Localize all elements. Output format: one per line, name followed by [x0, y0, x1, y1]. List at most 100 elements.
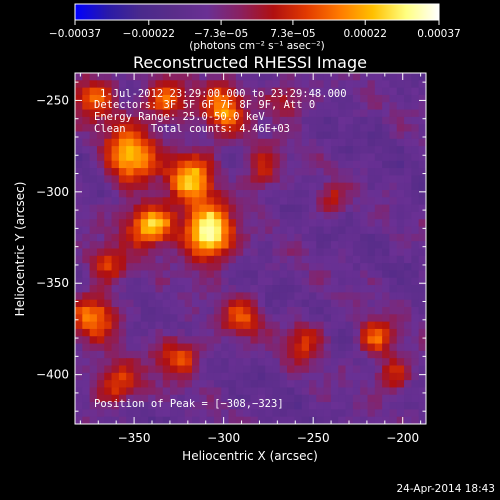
- heatmap-pixel: [221, 402, 230, 410]
- heatmap-pixel: [221, 80, 230, 89]
- heatmap-pixel: [206, 80, 215, 89]
- heatmap-pixel: [118, 138, 127, 147]
- heatmap-pixel: [404, 124, 412, 133]
- heatmap-pixel: [294, 307, 303, 315]
- heatmap-pixel: [82, 380, 91, 389]
- heatmap-pixel: [170, 182, 178, 191]
- heatmap-pixel: [133, 285, 142, 293]
- heatmap-pixel: [330, 285, 339, 293]
- heatmap-pixel: [155, 109, 164, 118]
- heatmap-pixel: [418, 226, 426, 235]
- heatmap-pixel: [382, 73, 391, 81]
- heatmap-pixel: [374, 416, 383, 424]
- heatmap-pixel: [148, 321, 157, 330]
- heatmap-pixel: [257, 94, 266, 103]
- heatmap-pixel: [404, 292, 412, 301]
- heatmap-pixel: [265, 350, 274, 359]
- heatmap-pixel: [265, 307, 274, 315]
- heatmap-pixel: [177, 131, 186, 140]
- heatmap-pixel: [418, 73, 426, 81]
- heatmap-pixel: [155, 292, 164, 301]
- heatmap-pixel: [279, 233, 288, 242]
- heatmap-pixel: [287, 94, 295, 103]
- heatmap-pixel: [199, 248, 208, 257]
- heatmap-pixel: [192, 116, 200, 125]
- heatmap-pixel: [404, 402, 412, 410]
- heatmap-pixel: [360, 277, 369, 286]
- heatmap-pixel: [330, 350, 339, 359]
- heatmap-pixel: [360, 146, 369, 155]
- heatmap-pixel: [389, 190, 398, 198]
- heatmap-pixel: [126, 131, 135, 140]
- heatmap-pixel: [199, 307, 208, 315]
- heatmap-pixel: [213, 292, 222, 301]
- heatmap-pixel: [345, 372, 354, 381]
- heatmap-pixel: [199, 131, 208, 140]
- heatmap-pixel: [367, 277, 376, 286]
- heatmap-pixel: [301, 153, 310, 162]
- heatmap-pixel: [206, 124, 215, 133]
- heatmap-pixel: [155, 255, 164, 264]
- heatmap-pixel: [75, 190, 83, 198]
- heatmap-pixel: [133, 394, 142, 403]
- heatmap-pixel: [330, 116, 339, 125]
- annotations: 1-Jul-2012 23:29:00.000 to 23:29:48.000 …: [94, 88, 347, 410]
- heatmap-pixel: [235, 365, 244, 374]
- heatmap-pixel: [294, 248, 303, 257]
- heatmap-pixel: [126, 248, 135, 257]
- heatmap-pixel: [104, 73, 113, 81]
- heatmap-pixel: [243, 233, 252, 242]
- heatmap-pixel: [250, 226, 259, 235]
- heatmap-pixel: [294, 350, 303, 359]
- heatmap-pixel: [294, 241, 303, 250]
- heatmap-pixel: [89, 409, 98, 418]
- heatmap-pixel: [396, 160, 405, 169]
- heatmap-pixel: [316, 336, 325, 345]
- heatmap-pixel: [360, 263, 369, 272]
- heatmap-pixel: [184, 350, 193, 359]
- heatmap-pixel: [155, 263, 164, 272]
- heatmap-pixel: [316, 94, 325, 103]
- heatmap-pixel: [133, 409, 142, 418]
- heatmap-pixel: [213, 350, 222, 359]
- heatmap-pixel: [250, 233, 259, 242]
- heatmap-pixel: [389, 343, 398, 352]
- heatmap-pixel: [177, 175, 186, 184]
- heatmap-pixel: [411, 358, 420, 367]
- heatmap-pixel: [418, 277, 426, 286]
- heatmap-pixel: [192, 80, 200, 89]
- heatmap-pixel: [396, 307, 405, 315]
- heatmap-pixel: [389, 307, 398, 315]
- heatmap-pixel: [162, 168, 171, 176]
- heatmap-pixel: [243, 138, 252, 147]
- heatmap-pixel: [272, 73, 281, 81]
- heatmap-pixel: [89, 416, 98, 424]
- heatmap-pixel: [367, 94, 376, 103]
- heatmap-pixel: [265, 270, 274, 279]
- heatmap-pixel: [257, 109, 266, 118]
- heatmap-pixel: [104, 248, 113, 257]
- heatmap-pixel: [338, 182, 347, 191]
- heatmap-pixel: [75, 394, 83, 403]
- heatmap-pixel: [272, 109, 281, 118]
- heatmap-pixel: [140, 94, 149, 103]
- heatmap-pixel: [177, 328, 186, 337]
- heatmap-pixel: [221, 131, 230, 140]
- heatmap-pixel: [323, 197, 332, 206]
- heatmap-pixel: [75, 416, 83, 424]
- heatmap-pixel: [411, 350, 420, 359]
- heatmap-pixel: [155, 416, 164, 424]
- heatmap-pixel: [360, 204, 369, 213]
- heatmap-pixel: [75, 226, 83, 235]
- heatmap-pixel: [148, 131, 157, 140]
- heatmap-pixel: [96, 277, 105, 286]
- heatmap-pixel: [177, 299, 186, 308]
- heatmap-pixel: [396, 416, 405, 424]
- heatmap-pixel: [228, 409, 237, 418]
- heatmap-pixel: [345, 219, 354, 228]
- heatmap-pixel: [250, 380, 259, 389]
- heatmap-pixel: [170, 131, 178, 140]
- heatmap-pixel: [279, 160, 288, 169]
- heatmap-pixel: [382, 336, 391, 345]
- heatmap-pixel: [257, 255, 266, 264]
